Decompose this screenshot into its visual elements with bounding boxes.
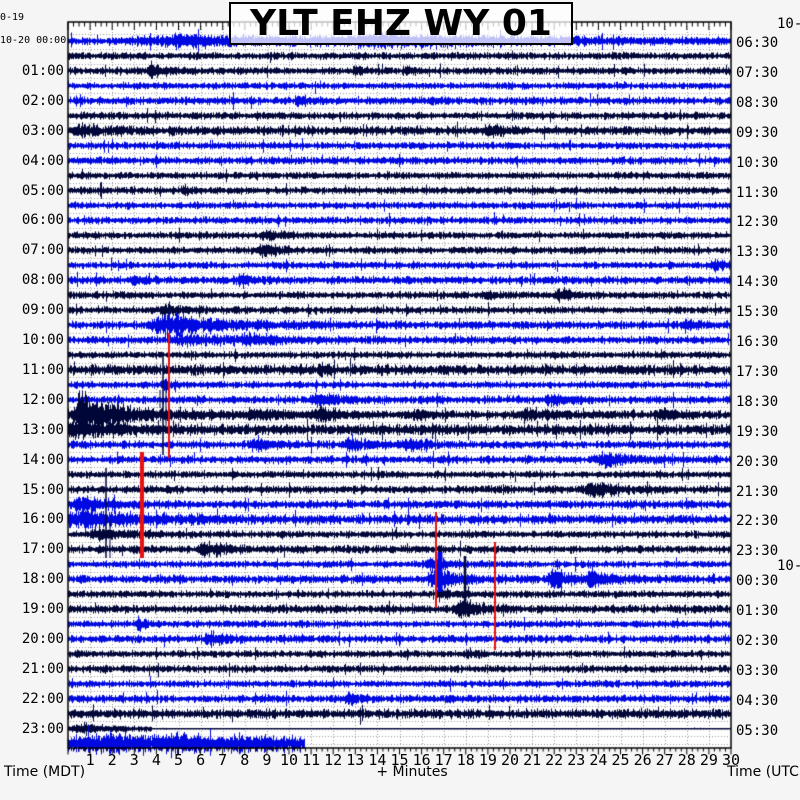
right-time-label: 17:30 [736,363,779,380]
left-time-label: 16:00 [21,511,64,528]
minute-label: 12 [324,751,343,769]
minute-label: 27 [655,751,674,769]
right-time-label: 18:30 [736,393,779,410]
date-label-top-right: 10-2 [777,16,800,32]
minute-label: 19 [478,751,497,769]
right-time-label: 23:30 [736,543,779,560]
right-time-label: 19:30 [736,423,779,440]
minute-label: 17 [434,751,453,769]
station-title-box: YLT EHZ WY 01 [229,2,573,45]
right-time-label: 05:30 [736,722,779,739]
right-time-label: 01:30 [736,603,779,620]
minute-label: 3 [129,751,139,769]
minute-label: 13 [346,751,365,769]
left-time-label: 03:00 [21,122,64,139]
right-time-label: 12:30 [736,214,779,231]
right-time-label: 09:30 [736,124,779,141]
left-time-label: 17:00 [21,541,64,558]
minute-label: 28 [677,751,696,769]
left-time-label: 15:00 [21,481,64,498]
minute-label: 6 [196,751,206,769]
left-time-label: 19:00 [21,601,64,618]
right-time-label: 15:30 [736,304,779,321]
left-time-label: 09:00 [21,302,64,319]
left-time-label: 08:00 [21,272,64,289]
left-time-label: 20:00 [21,631,64,647]
minute-label: 20 [500,751,520,769]
right-time-label: 02:30 [736,633,779,649]
minute-label: 26 [633,751,652,769]
right-time-label: 06:30 [736,35,779,51]
minute-label: 29 [699,751,718,769]
right-time-label: 14:30 [736,274,779,291]
minute-label: 16 [412,751,431,769]
right-time-label: 21:30 [736,483,779,500]
minute-label: 9 [262,751,272,769]
right-time-label: 04:30 [736,692,779,709]
minute-label: 7 [218,751,228,769]
left-time-label: 04:00 [21,152,64,169]
right-time-label: 10:30 [736,154,779,171]
minute-label: 30 [721,751,741,769]
left-time-label: 06:00 [21,212,64,229]
left-time-label: 02:00 [21,92,64,109]
minute-label: 23 [567,751,586,769]
minute-label: 22 [545,751,564,769]
left-time-label: 05:00 [21,182,64,199]
minute-label: 10 [279,751,299,769]
left-time-label: 10:00 [21,332,64,348]
x-axis-right-caption: Time (UTC) [727,764,800,780]
left-time-label: 10-20 00:00 [0,35,67,46]
right-time-label: 22:30 [736,513,779,530]
left-time-label: 12:00 [21,391,64,408]
right-time-label: 08:30 [736,94,779,111]
left-time-label: 01:00 [21,62,64,79]
minute-label: 18 [456,751,475,769]
minute-label: 21 [523,751,542,769]
right-time-label: 13:30 [736,244,779,261]
minute-label: 8 [240,751,250,769]
date-label-top-left: 0-19 [0,12,25,23]
x-axis-left-caption: Time (MDT) [4,764,86,780]
minute-label: 24 [589,751,608,769]
minute-label: 2 [107,751,117,769]
right-time-label: 03:30 [736,662,779,679]
left-time-label: 23:00 [21,720,64,737]
minute-label: 11 [302,751,321,769]
x-axis-caption: + Minutes [376,764,448,780]
right-time-label: 20:30 [736,453,779,470]
right-time-label: 16:30 [736,334,779,350]
right-time-label: 11:30 [736,184,779,201]
page-title: YLT EHZ WY 01 [250,3,552,44]
minute-label: 4 [151,751,161,769]
left-time-label: 13:00 [21,421,64,438]
left-time-label: 07:00 [21,242,64,259]
left-time-label: 22:00 [21,690,64,707]
minute-label: 15 [390,751,409,769]
minute-label: 25 [611,751,630,769]
right-time-label: 07:30 [736,64,779,81]
date-label-mid-right: 10-2 [777,558,800,574]
minute-label: 5 [173,751,184,769]
left-time-label: 14:00 [21,451,64,468]
left-time-label: 18:00 [21,571,64,588]
left-time-label: 11:00 [21,361,64,378]
minute-label: 14 [368,751,387,769]
right-time-label: 00:30 [736,573,779,590]
left-time-label: 21:00 [21,660,64,677]
minute-label: 1 [85,751,95,769]
